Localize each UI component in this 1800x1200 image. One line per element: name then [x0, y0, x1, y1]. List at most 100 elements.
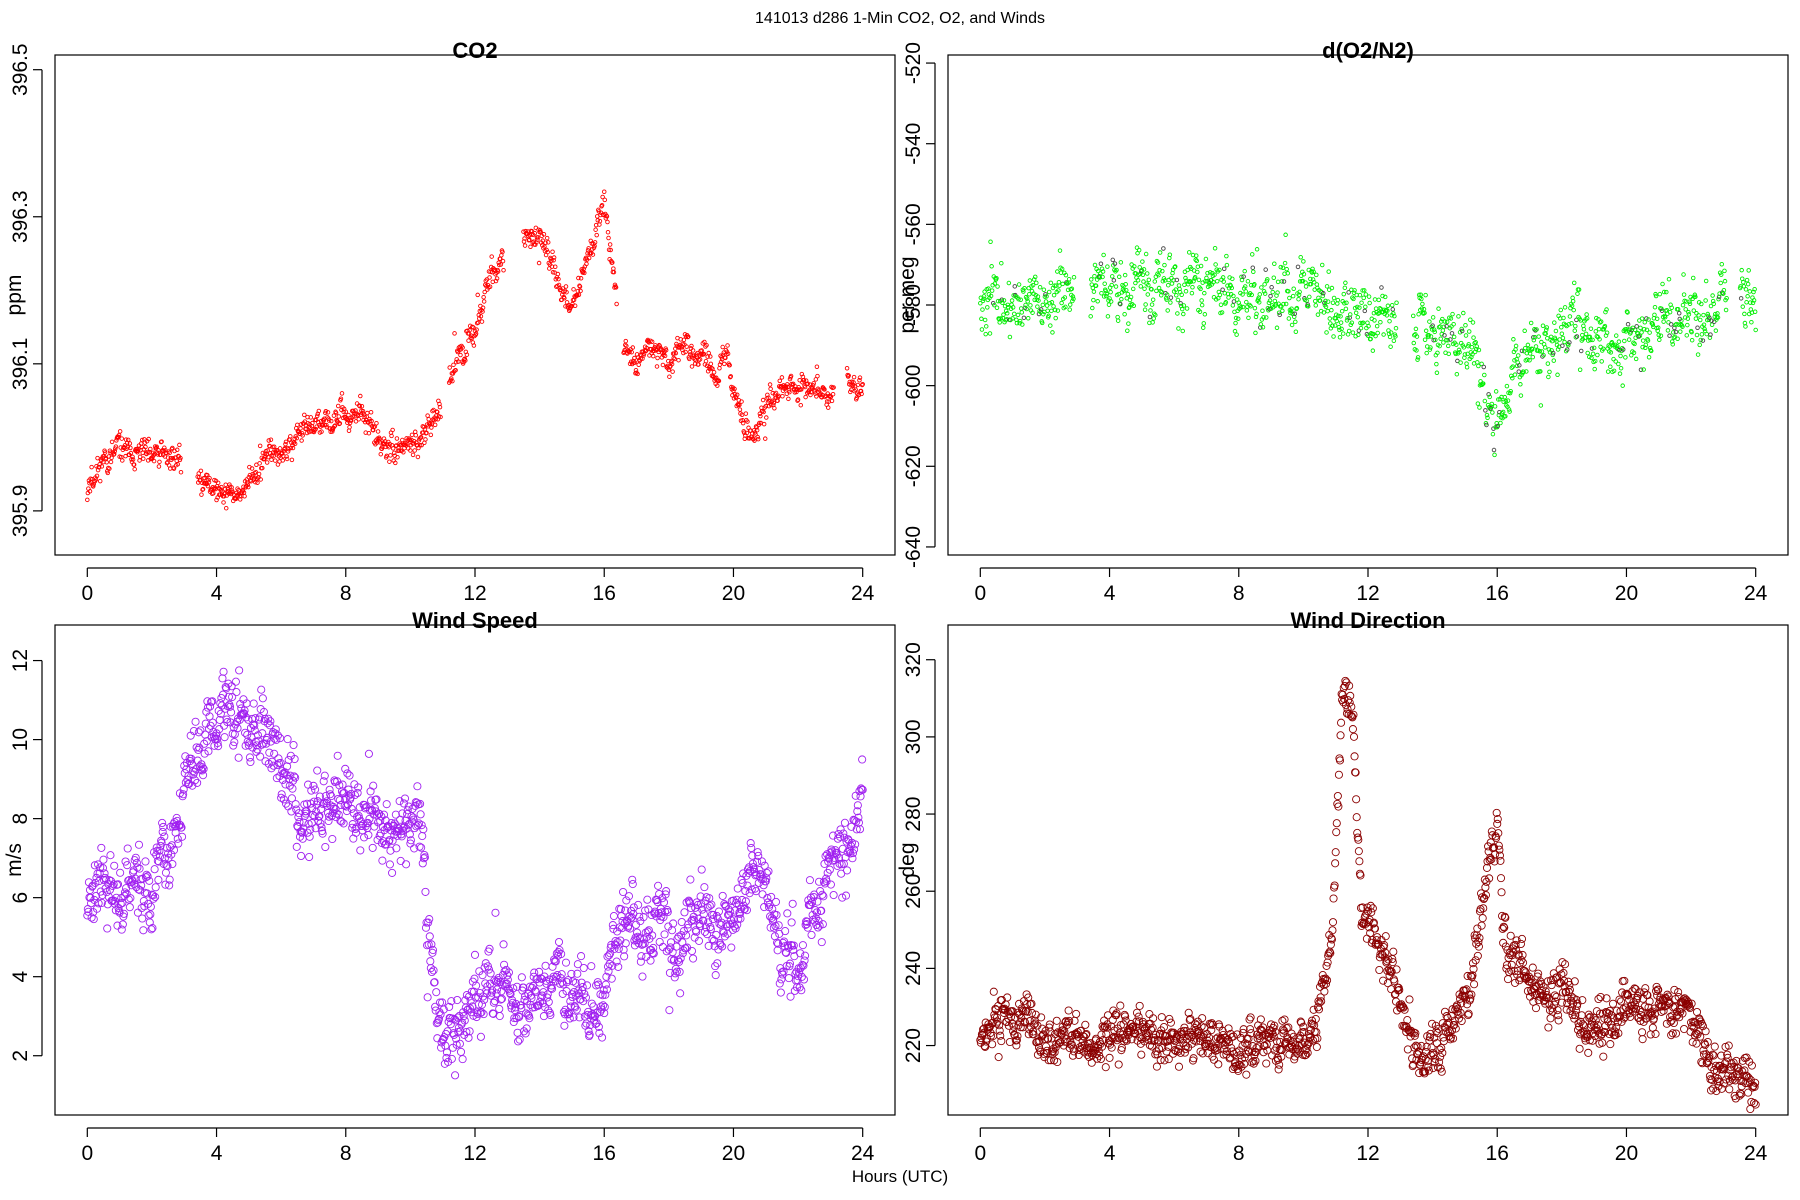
scatter-point [428, 946, 438, 955]
scatter-point [1419, 306, 1425, 311]
scatter-point [762, 436, 768, 441]
scatter-point [305, 832, 314, 841]
scatter-point [1338, 314, 1343, 319]
scatter-point [133, 863, 142, 872]
scatter-point [600, 194, 605, 200]
scatter-point [989, 288, 995, 293]
scatter-point [1434, 361, 1439, 367]
scatter-point [255, 480, 260, 485]
scatter-point [1254, 247, 1260, 252]
scatter-point [331, 413, 337, 418]
scatter-point [1584, 316, 1590, 321]
scatter-point [421, 923, 431, 932]
scatter-point [1422, 310, 1427, 316]
y-tick-label: -580 [902, 284, 925, 326]
scatter-point [1744, 277, 1750, 283]
scatter-point [1296, 296, 1301, 302]
scatter-point [825, 865, 834, 874]
scatter-point [623, 338, 629, 344]
scatter-point [854, 813, 863, 822]
scatter-point [400, 441, 406, 446]
scatter-point [543, 990, 552, 999]
scatter-point [418, 435, 423, 441]
scatter-point [1205, 270, 1210, 276]
scatter-point [1098, 1022, 1107, 1031]
scatter-point [158, 827, 167, 837]
scatter-point [669, 358, 674, 364]
scatter-point [1339, 326, 1344, 332]
scatter-point [167, 450, 172, 456]
scatter-point [424, 940, 433, 949]
scatter-point [1380, 293, 1385, 299]
scatter-point [1150, 1036, 1159, 1045]
scatter-point [1424, 350, 1429, 356]
scatter-point [141, 456, 146, 461]
scatter-point [258, 729, 267, 738]
scatter-point [1101, 294, 1107, 299]
scatter-point [816, 387, 822, 393]
scatter-point [199, 771, 208, 780]
scatter-point [1239, 277, 1245, 283]
scatter-point [853, 801, 862, 810]
scatter-point [1485, 415, 1490, 421]
scatter-point [522, 236, 527, 241]
scatter-point [1071, 275, 1077, 280]
scatter-point [224, 692, 233, 701]
scatter-point [1335, 297, 1341, 303]
scatter-point [725, 351, 731, 357]
scatter-point [1330, 323, 1335, 328]
scatter-point [814, 364, 820, 370]
scatter-point [602, 985, 611, 994]
scatter-point [1533, 328, 1538, 333]
scatter-point [801, 951, 810, 960]
scatter-point [1332, 819, 1341, 828]
scatter-point [726, 907, 735, 916]
scatter-point [1685, 322, 1690, 328]
scatter-point [1470, 320, 1476, 325]
scatter-point [1101, 252, 1106, 258]
scatter-point [1131, 303, 1137, 308]
scatter-point [853, 387, 858, 392]
scatter-point [1240, 1053, 1249, 1062]
scatter-point [1329, 285, 1335, 291]
scatter-point [1230, 276, 1235, 282]
scatter-point [1243, 289, 1249, 294]
scatter-point [302, 412, 307, 418]
scatter-point [1105, 264, 1110, 269]
scatter-point [585, 1030, 594, 1039]
scatter-point [369, 418, 374, 424]
scatter-point [669, 361, 675, 367]
scatter-point [239, 709, 249, 718]
scatter-point [1324, 284, 1330, 289]
scatter-point [626, 924, 635, 933]
scatter-point [412, 429, 418, 435]
scatter-point [136, 886, 145, 895]
scatter-point [1160, 268, 1165, 274]
scatter-point [1349, 710, 1358, 719]
scatter-point [1673, 329, 1679, 335]
scatter-point [105, 470, 111, 476]
scatter-point [223, 718, 232, 727]
y-tick-label: 396.5 [9, 43, 32, 96]
scatter-point [1138, 284, 1144, 289]
scatter-point [1019, 310, 1025, 315]
scatter-point [347, 420, 353, 426]
scatter-point [1437, 343, 1442, 349]
y-tick-label: 12 [9, 649, 32, 672]
scatter-point [1517, 363, 1522, 368]
scatter-point [858, 388, 864, 394]
scatter-point [788, 899, 797, 908]
scatter-point [131, 853, 140, 862]
chart-title: CO2 [452, 38, 497, 63]
scatter-point [1352, 795, 1361, 804]
scatter-point [1667, 333, 1672, 338]
scatter-point [582, 270, 587, 276]
scatter-point [563, 284, 569, 289]
scatter-point [325, 785, 334, 794]
scatter-point [328, 418, 334, 424]
y-tick-label: -520 [902, 42, 925, 84]
scatter-point [267, 444, 273, 449]
scatter-point [836, 825, 845, 834]
scatter-point [190, 776, 200, 785]
scatter-point [1291, 286, 1296, 291]
